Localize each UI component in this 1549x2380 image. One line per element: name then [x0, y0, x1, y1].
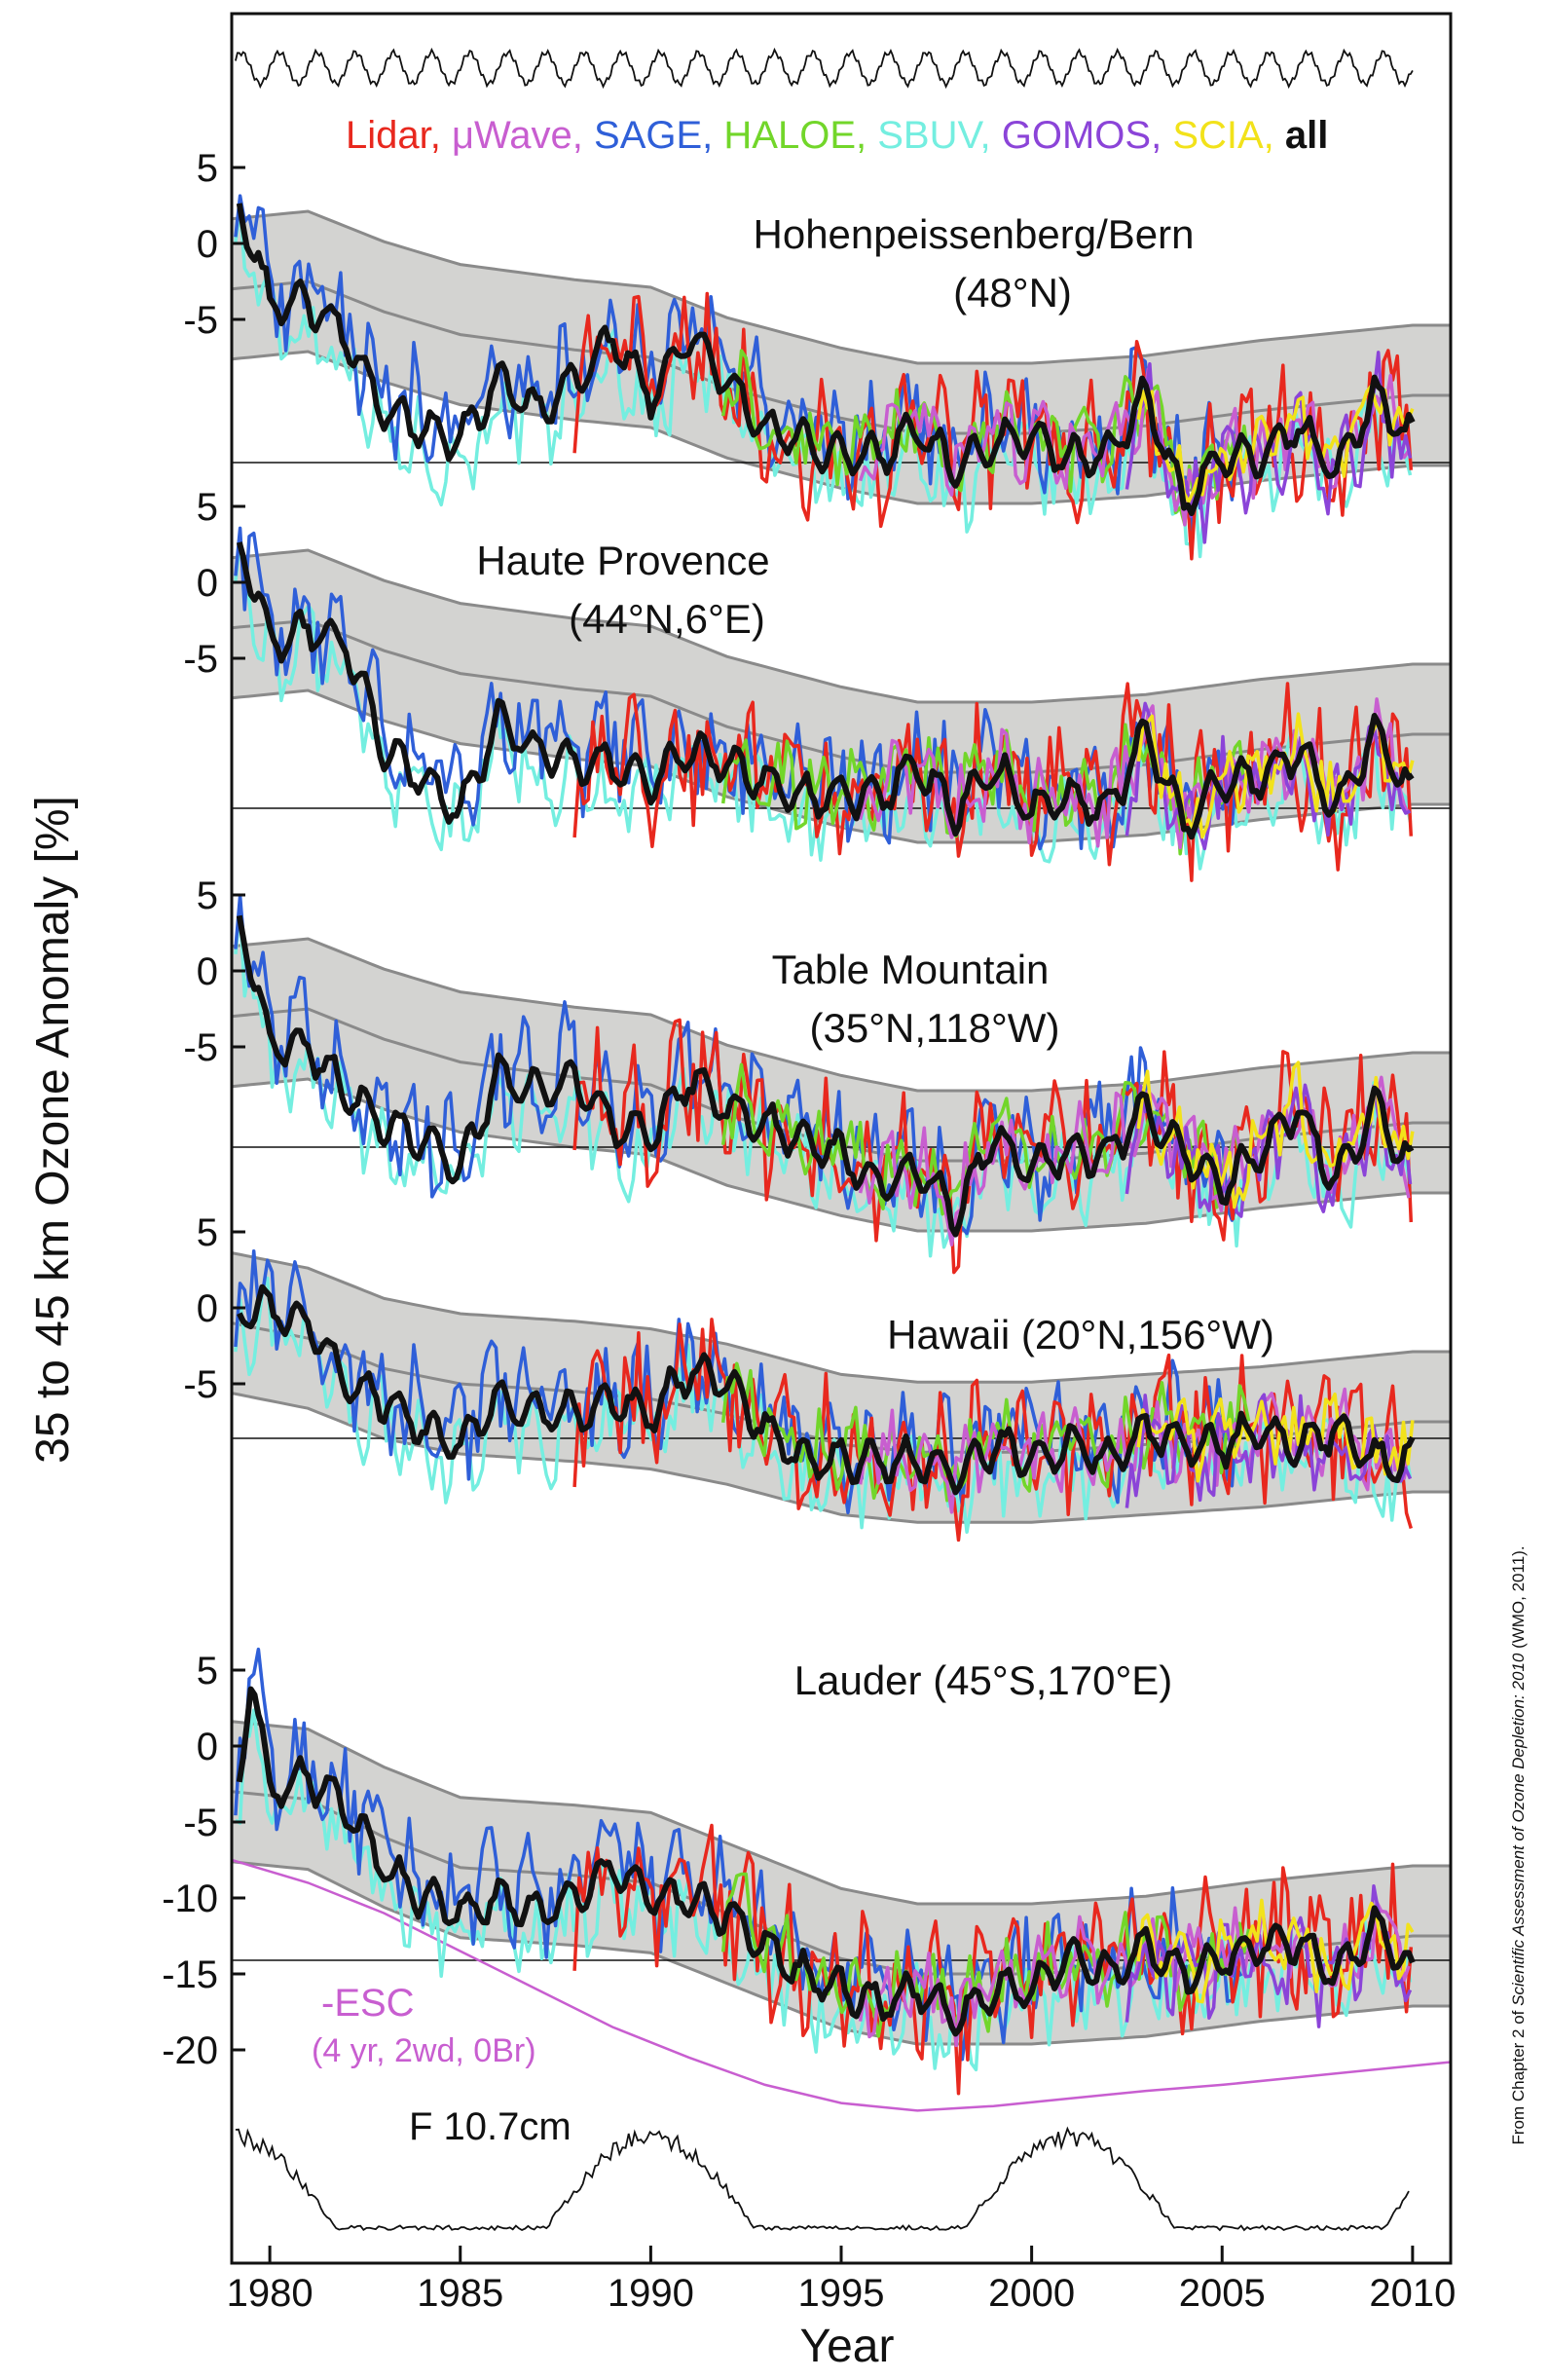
- credit-suffix: (WMO, 2011).: [1509, 1545, 1528, 1653]
- x-tick-label: 2000: [988, 2272, 1075, 2315]
- esc-label: -ESC: [321, 1982, 415, 2025]
- series-all: [236, 203, 1416, 516]
- series-all: [236, 541, 1415, 840]
- series-all: [236, 914, 1415, 1238]
- esc-curve-layer: -ESC (4 yr, 2wd, 0Br): [231, 1858, 1452, 2112]
- y-tick-label: 0: [197, 950, 218, 993]
- y-tick-label: 5: [197, 147, 218, 190]
- station-coords: (48°N): [953, 270, 1072, 316]
- seasonal-trace: [235, 47, 1414, 90]
- y-tick-label: -5: [183, 299, 218, 342]
- series-μwave: [858, 697, 1411, 850]
- y-tick-label: -15: [162, 1953, 218, 1996]
- x-tick-label: 1995: [798, 2272, 885, 2315]
- y-tick-label: 5: [197, 1650, 218, 1692]
- legend: Lidar, μWave, SAGE, HALOE, SBUV, GOMOS, …: [346, 114, 1328, 157]
- x-tick-label: 1990: [608, 2272, 694, 2315]
- y-axis-label: 35 to 45 km Ozone Anomaly [%]: [27, 796, 79, 1464]
- solar-flux-trace: [235, 2126, 1410, 2232]
- series-all: [236, 1686, 1416, 2037]
- station-coords: (35°N,118°W): [810, 1005, 1060, 1051]
- x-tick-label: 1980: [227, 2272, 313, 2315]
- solar-label: F 10.7cm: [409, 2105, 572, 2148]
- y-tick-label: -5: [183, 1802, 218, 1844]
- plot-frame: [230, 12, 1453, 2265]
- y-tick-label: -5: [183, 638, 218, 681]
- x-tick-label: 2010: [1369, 2272, 1456, 2315]
- series-gomos: [1125, 1083, 1413, 1218]
- station-label: Hawaii (20°N,156°W): [887, 1312, 1274, 1357]
- credit-title: Scientific Assessment of Ozone Depletion…: [1509, 1653, 1528, 2006]
- station-label: Table Mountain: [772, 947, 1050, 992]
- legend-entry: HALOE,: [723, 114, 877, 157]
- station-label: Hohenpeissenberg/Bern: [754, 211, 1195, 257]
- series-scia: [1136, 1392, 1415, 1483]
- y-tick-label: -20: [162, 2029, 218, 2072]
- legend-entry: SCIA,: [1172, 114, 1285, 157]
- series-sbuv: [234, 539, 1413, 871]
- y-tick-label: 0: [197, 1726, 218, 1768]
- credit-text: From Chapter 2 of Scientific Assessment …: [1509, 1545, 1528, 2144]
- y-tick-label: -5: [183, 1026, 218, 1069]
- y-tick-label: 0: [197, 562, 218, 605]
- y-tick-label: 5: [197, 486, 218, 529]
- credit-prefix: From Chapter 2 of: [1509, 2006, 1528, 2145]
- y-tick-label: -10: [162, 1878, 218, 1920]
- series-all: [237, 1283, 1416, 1496]
- legend-entry: GOMOS,: [1002, 114, 1173, 157]
- x-tick-label: 2005: [1179, 2272, 1266, 2315]
- legend-entry: SBUV,: [877, 114, 1001, 157]
- band-center-line: [231, 279, 1451, 435]
- x-tick-label: 1985: [417, 2272, 503, 2315]
- esc-curve: [231, 1858, 1452, 2112]
- y-tick-label: -5: [183, 1363, 218, 1406]
- series-haloe: [720, 1872, 1251, 2038]
- legend-entry: SAGE,: [594, 114, 723, 157]
- series-μwave: [858, 1387, 1411, 1514]
- station-label: Haute Provence: [476, 538, 769, 583]
- station-coords: (44°N,6°E): [569, 596, 765, 642]
- legend-entry: μWave,: [452, 114, 594, 157]
- y-tick-label: 5: [197, 874, 218, 917]
- series-haloe: [720, 1361, 1251, 1503]
- y-tick-label: 0: [197, 1287, 218, 1330]
- legend-entry: all: [1285, 114, 1328, 157]
- legend-entry: Lidar,: [346, 114, 452, 157]
- series-scia: [1136, 1898, 1415, 2004]
- y-tick-label: 0: [197, 223, 218, 266]
- x-axis-label: Year: [800, 2321, 895, 2372]
- axis-ticks: 5 0 -5 5 0 -5 5 0 -5 5 0 -5 5 0 -5 -10 -15 -20 1980 1985 199…: [162, 147, 1456, 2315]
- series-μwave: [858, 1900, 1411, 2048]
- station-label: Lauder (45°S,170°E): [794, 1657, 1173, 1703]
- y-tick-label: 5: [197, 1211, 218, 1254]
- data-series: [234, 47, 1416, 2232]
- panel-labels: Hohenpeissenberg/Bern (48°N) Haute Provenc…: [409, 211, 1274, 2148]
- esc-sublabel: (4 yr, 2wd, 0Br): [312, 2032, 536, 2069]
